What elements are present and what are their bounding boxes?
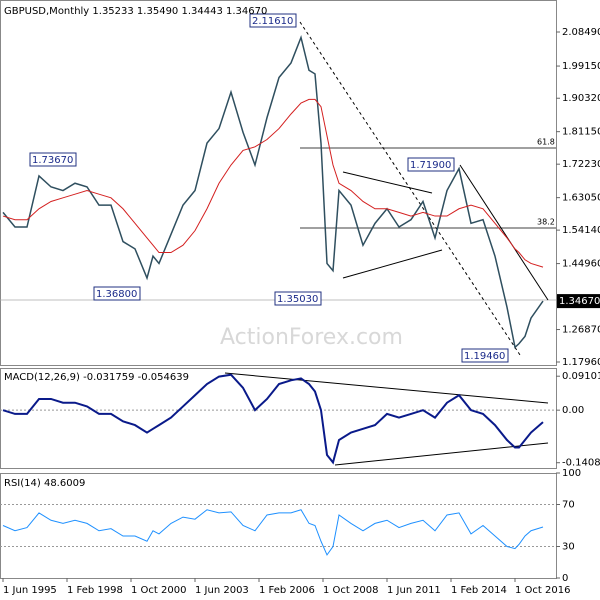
current-price-box [557,294,600,309]
price-panel [0,0,557,366]
y-tick-label: 1.44960 [562,259,600,270]
x-tick-label: 1 Jun 1995 [3,585,57,596]
x-tick-label: 1 Jun 2011 [387,585,441,596]
y-tick-label: 1.63050 [562,193,600,204]
label-box [274,291,322,306]
annotation: 1.35030 [277,294,318,305]
y-tick-label: 1.72230 [562,159,600,170]
macd-panel [0,368,557,469]
rsi-title: RSI(14) 48.6009 [4,478,85,489]
x-tick-label: 1 Oct 2008 [323,585,378,596]
fib-label: 61.8 [537,138,555,147]
label-box [93,286,141,301]
series-line [2,509,544,556]
annotation: 1.73670 [32,155,73,166]
y-tick-label: 100 [562,468,581,479]
y-tick-label: 0.00 [562,405,584,416]
x-tick-label: 1 Jun 2003 [195,585,249,596]
annotation: 1.71900 [410,160,451,171]
y-tick-label: 1.17960 [562,357,600,368]
y-tick-label: 1.81150 [562,127,600,138]
y-tick-label: 2.08490 [562,27,600,38]
fib-label: 38.2 [537,218,555,227]
watermark: ActionForex.com [220,325,403,350]
trend-line [459,164,549,301]
trend-line [334,442,549,466]
y-tick-label: 0 [562,573,568,584]
annotation: 2.11610 [252,16,293,27]
x-tick-label: 1 Feb 2006 [259,585,315,596]
current-price-label: 1.34670 [559,296,600,307]
series-line [2,34,544,349]
annotation: 1.19460 [464,351,505,362]
x-tick-label: 1 Oct 2016 [515,585,570,596]
price-title: GBPUSD,Monthly 1.35233 1.35490 1.34443 1… [4,6,267,17]
y-tick-label: 30 [562,542,575,553]
trend-line [224,372,549,404]
y-tick-label: 70 [562,500,575,511]
x-tick-label: 1 Oct 2000 [131,585,186,596]
series-line [2,98,544,268]
y-tick-label: 1.26870 [562,325,600,336]
x-tick-label: 1 Feb 1998 [67,585,123,596]
label-box [29,152,77,167]
trend-line [299,21,521,356]
label-box [461,348,509,363]
y-tick-label: 1.99150 [562,61,600,72]
x-tick-label: 1 Feb 2014 [451,585,507,596]
macd-title: MACD(12,26,9) -0.031759 -0.054639 [4,372,189,383]
annotation: 1.36800 [96,289,137,300]
trend-line [342,249,443,279]
trend-line [342,171,433,194]
y-tick-label: 1.90320 [562,93,600,104]
y-tick-label: -0.140843 [562,458,600,469]
series-line [2,373,544,465]
label-box [407,157,455,172]
y-tick-label: 0.091015 [562,371,600,382]
rsi-panel [0,473,557,579]
label-box [249,13,297,28]
y-tick-label: 1.54140 [562,225,600,236]
